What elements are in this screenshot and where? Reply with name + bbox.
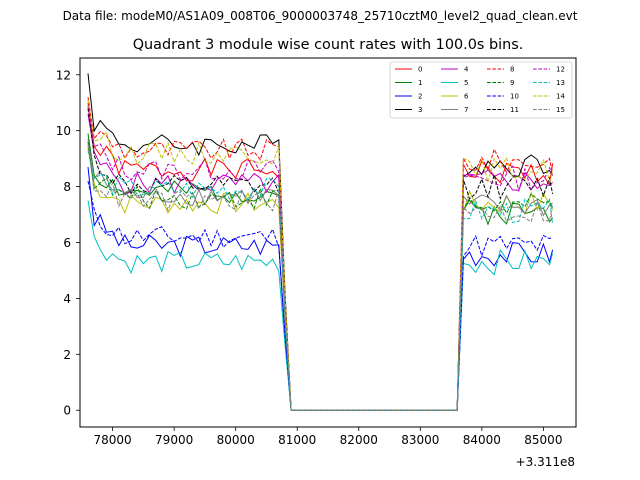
x-tick-label: 81000	[278, 433, 316, 447]
legend-label-4: 4	[464, 66, 469, 74]
x-tick-label: 84000	[463, 433, 501, 447]
legend-label-15: 15	[556, 106, 565, 114]
figure-suptitle: Data file: modeM0/AS1A09_008T06_90000037…	[63, 9, 578, 23]
y-tick-label: 10	[56, 124, 71, 138]
y-tick-label: 0	[63, 404, 71, 418]
series-line-15	[87, 144, 554, 411]
legend-label-11: 11	[510, 106, 519, 114]
x-tick-label: 79000	[155, 433, 193, 447]
series-line-14	[87, 99, 554, 411]
x-tick-label: 85000	[524, 433, 562, 447]
y-axis: 0 2 4 6 8 10 12	[56, 68, 80, 418]
series-line-8	[87, 97, 554, 411]
legend-label-1: 1	[418, 79, 422, 87]
legend-label-5: 5	[464, 79, 468, 87]
series-line-0	[87, 102, 554, 411]
legend-frame	[389, 61, 573, 119]
x-tick-label: 78000	[94, 433, 132, 447]
x-axis: 78000 79000 80000 81000 82000 83000 84000 85000	[94, 427, 562, 447]
x-axis-offset-label: +3.311e8	[516, 455, 575, 469]
series-line-13	[87, 150, 554, 411]
series-line-11	[87, 108, 554, 411]
y-tick-label: 2	[63, 348, 71, 362]
y-tick-label: 4	[63, 292, 71, 306]
legend-label-9: 9	[510, 79, 514, 87]
legend-label-3: 3	[418, 106, 422, 114]
series-layer	[87, 73, 554, 411]
legend-label-12: 12	[556, 66, 565, 74]
legend-label-6: 6	[464, 93, 469, 101]
legend-label-10: 10	[510, 93, 519, 101]
series-line-5	[87, 200, 554, 411]
y-tick-label: 8	[63, 180, 71, 194]
series-line-12	[87, 105, 554, 411]
series-line-1	[87, 133, 553, 411]
x-tick-label: 83000	[401, 433, 439, 447]
legend-label-2: 2	[418, 93, 422, 101]
series-line-2	[87, 166, 554, 411]
legend-label-0: 0	[418, 66, 422, 74]
y-tick-label: 6	[63, 236, 71, 250]
series-line-3	[87, 73, 554, 411]
x-tick-label: 80000	[217, 433, 255, 447]
legend-label-13: 13	[556, 79, 565, 87]
y-tick-label: 12	[56, 68, 71, 82]
x-tick-label: 82000	[340, 433, 378, 447]
legend-label-14: 14	[556, 93, 565, 101]
chart-title: Quadrant 3 module wise count rates with …	[133, 37, 524, 53]
legend-label-8: 8	[510, 66, 514, 74]
series-line-10	[87, 180, 553, 411]
legend-label-7: 7	[464, 106, 468, 114]
